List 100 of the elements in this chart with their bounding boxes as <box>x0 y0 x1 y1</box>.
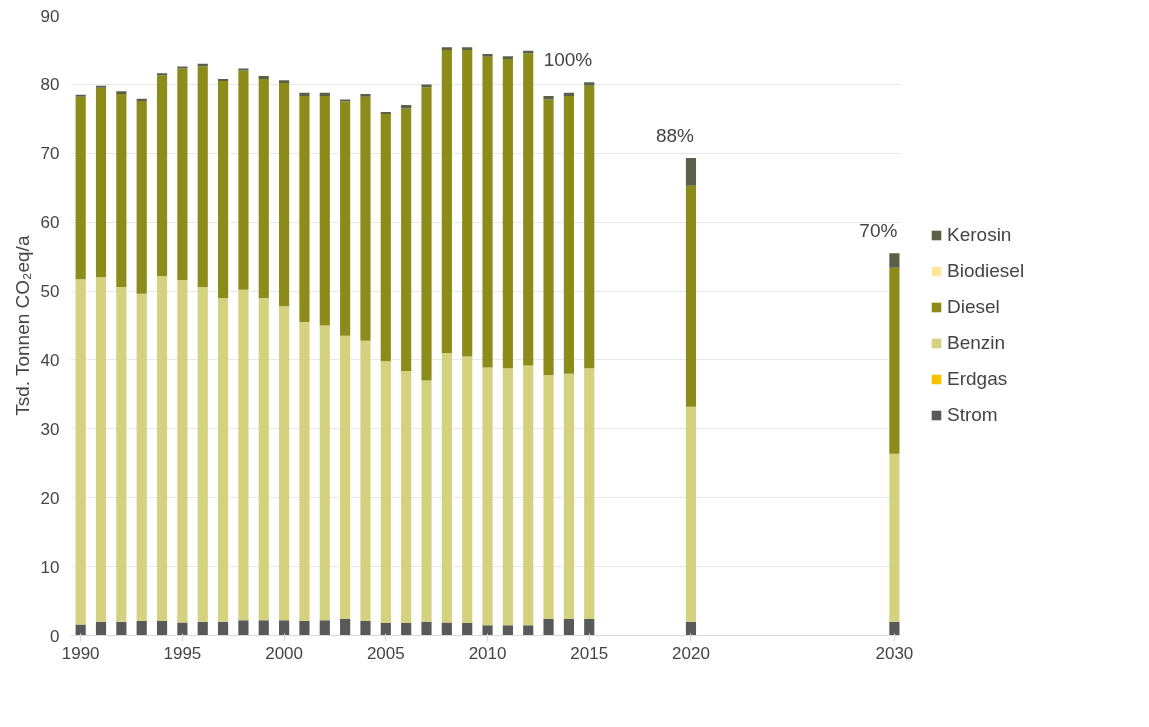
bar <box>279 306 290 621</box>
bar <box>584 85 595 369</box>
x-tick-label: 1995 <box>163 643 202 663</box>
bar <box>380 114 391 362</box>
legend-label: Biodiesel <box>947 260 1025 282</box>
y-axis-title: Tsd. Tonnen CO₂eq/a <box>11 235 33 416</box>
bar <box>116 91 127 95</box>
x-tick-label: 2000 <box>265 643 304 663</box>
bar <box>238 289 249 621</box>
y-tick-label: 60 <box>40 213 60 233</box>
bar <box>340 101 351 336</box>
bar <box>482 54 493 57</box>
bar <box>258 620 269 636</box>
y-tick-label: 70 <box>40 144 60 164</box>
bar <box>889 267 900 454</box>
bar <box>319 620 330 636</box>
bar <box>217 80 229 298</box>
bar <box>299 322 310 622</box>
bar <box>685 185 697 407</box>
bar <box>197 66 208 287</box>
bar <box>238 70 249 290</box>
bar <box>482 625 493 636</box>
bar <box>95 277 107 622</box>
bar <box>584 618 595 636</box>
bar <box>401 105 412 109</box>
bar <box>421 621 432 636</box>
y-tick-label: 50 <box>40 282 60 302</box>
bar <box>238 68 249 71</box>
bar <box>563 96 574 374</box>
bar <box>502 58 513 369</box>
y-tick-label: 30 <box>40 419 60 439</box>
bar <box>279 620 290 636</box>
x-tick-label: 2015 <box>570 643 609 663</box>
x-tick-label: 2005 <box>366 643 405 663</box>
y-tick-label: 40 <box>40 350 60 370</box>
legend-label: Benzin <box>947 332 1006 354</box>
annotation: 88% <box>655 125 695 147</box>
bar <box>136 293 147 622</box>
bar <box>217 297 229 622</box>
bar <box>177 622 188 636</box>
bar <box>685 406 697 622</box>
bar <box>502 56 513 59</box>
bar <box>889 253 900 268</box>
bar <box>279 83 290 307</box>
bar <box>197 286 208 622</box>
bar <box>136 98 147 101</box>
bar <box>319 325 330 621</box>
bar <box>197 621 208 636</box>
bar <box>360 621 371 636</box>
annotation: 100% <box>543 49 593 71</box>
legend-label: Kerosin <box>947 224 1012 246</box>
bar <box>543 618 554 636</box>
bar <box>401 370 412 624</box>
bar <box>462 356 473 624</box>
bar <box>340 99 351 102</box>
bar <box>421 87 432 381</box>
bar <box>156 73 168 76</box>
bar <box>441 353 452 623</box>
bar <box>685 621 697 636</box>
bar <box>177 66 188 69</box>
bar <box>340 335 351 619</box>
bar <box>258 76 269 79</box>
y-tick-label: 10 <box>40 557 60 577</box>
bar <box>360 94 371 97</box>
bar <box>441 622 452 636</box>
bar <box>75 94 86 97</box>
bar <box>116 621 127 636</box>
bar <box>95 85 107 88</box>
bar <box>340 618 351 636</box>
bar <box>116 94 127 287</box>
bar <box>462 47 473 50</box>
x-tick-label: 2020 <box>672 643 710 663</box>
bar <box>889 453 900 622</box>
annotation: 70% <box>859 220 898 242</box>
bar <box>502 625 513 636</box>
bar <box>421 84 432 88</box>
bar <box>889 621 900 636</box>
bar <box>299 92 310 97</box>
bar <box>177 280 188 623</box>
bar <box>441 49 452 354</box>
bar <box>523 365 534 626</box>
bar <box>156 621 168 636</box>
bar <box>360 340 371 622</box>
bar <box>299 621 310 636</box>
legend-label: Diesel <box>947 296 1000 318</box>
bar <box>380 623 391 636</box>
bar <box>279 80 290 84</box>
bar <box>421 380 432 622</box>
legend-label: Erdgas <box>947 368 1008 390</box>
bar <box>523 53 534 366</box>
x-tick-label: 2010 <box>468 643 507 663</box>
bar <box>156 75 168 276</box>
bar <box>380 111 391 115</box>
bar <box>563 373 574 619</box>
bar <box>543 96 554 100</box>
bar <box>75 279 86 625</box>
bar <box>685 158 697 186</box>
bar <box>116 286 127 622</box>
bar <box>217 78 229 81</box>
bar <box>563 618 574 636</box>
